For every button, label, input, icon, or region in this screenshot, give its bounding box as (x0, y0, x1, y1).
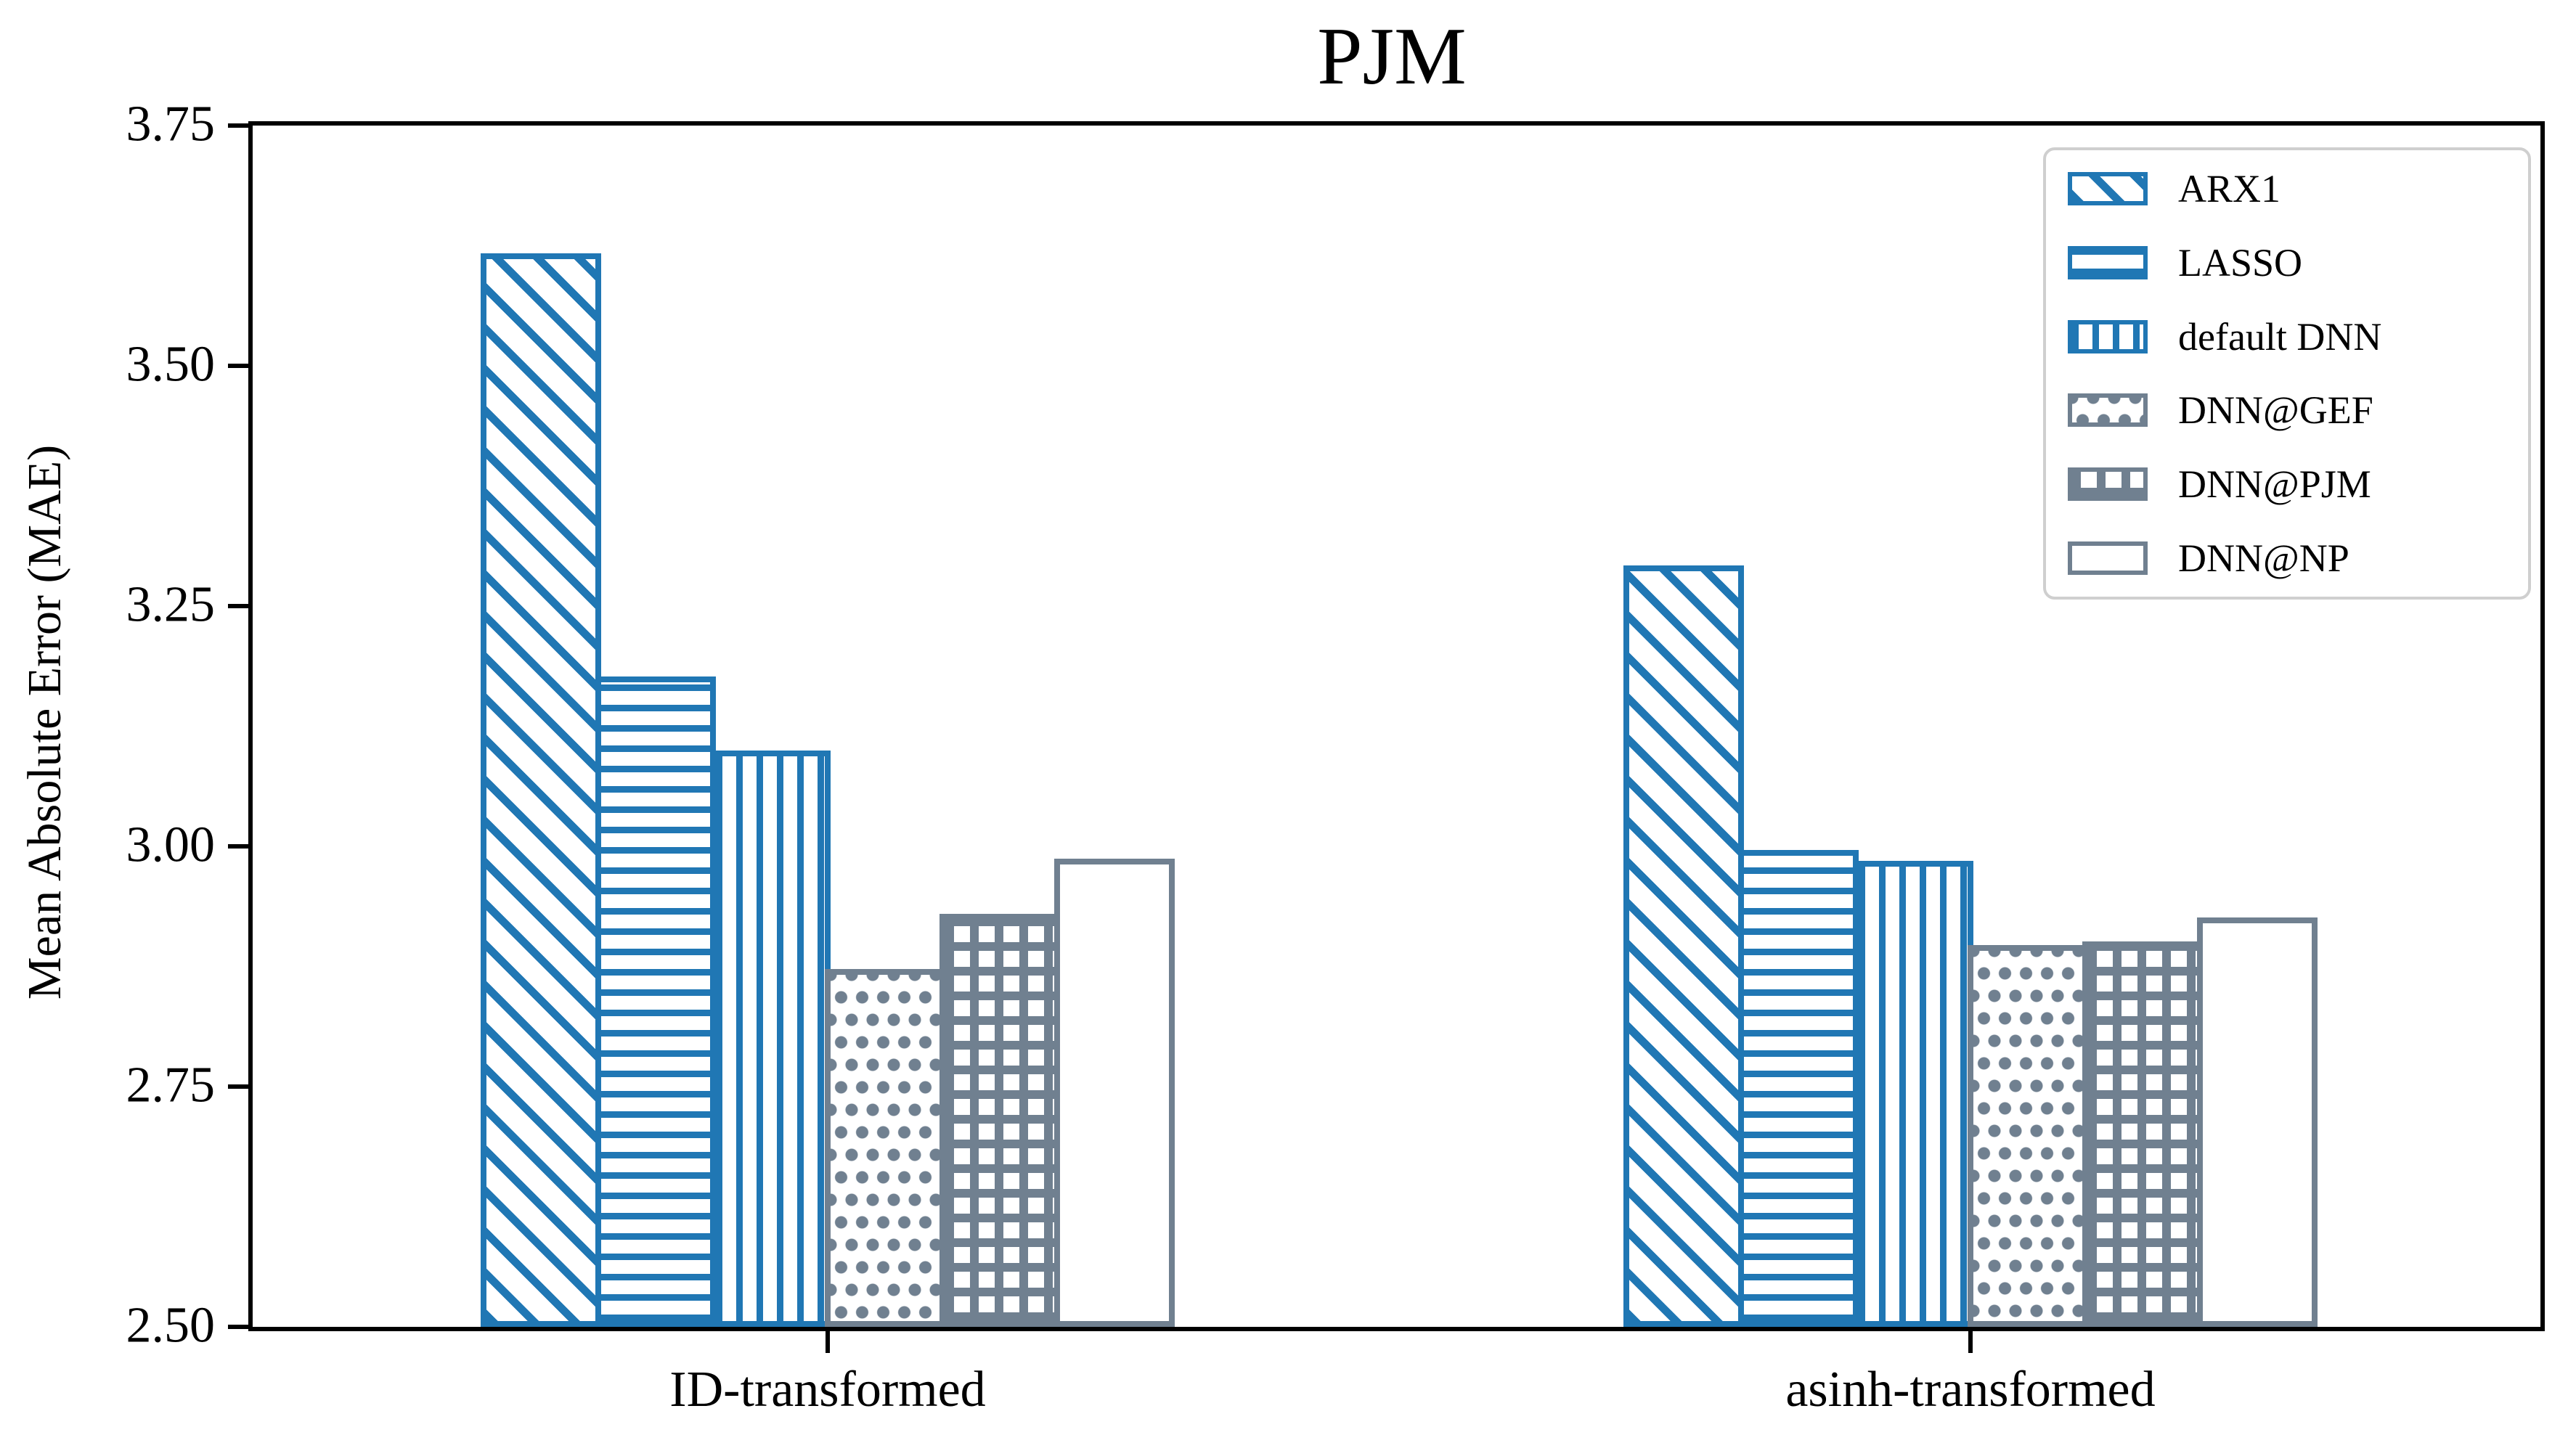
y-tick-label: 3.25 (126, 576, 216, 633)
bar-ARX1-asinh-transformed (1623, 565, 1744, 1327)
y-tick (228, 844, 248, 849)
y-axis-label: Mean Absolute Error (MAE) (18, 444, 71, 1000)
legend-row: DNN@GEF (2068, 391, 2506, 430)
y-tick (228, 1084, 248, 1089)
bar-DNN-NP-asinh-transformed (2196, 917, 2318, 1327)
legend-swatch-LASSO (2068, 245, 2148, 279)
x-tick-label: ID-transformed (669, 1362, 986, 1418)
legend: ARX1 LASSO default DNN DNN@GEF DNN@PJM DNN@NP (2043, 147, 2531, 600)
legend-swatch-DNN-NP (2068, 541, 2148, 575)
y-tick-label: 3.50 (126, 336, 216, 393)
y-tick-label: 3.75 (126, 96, 216, 152)
bar-DNN-GEF-asinh-transformed (1967, 945, 2088, 1327)
legend-swatch-DNN-GEF (2068, 393, 2148, 428)
x-tick (1968, 1331, 1973, 1353)
y-tick (228, 364, 248, 368)
legend-row: ARX1 (2068, 169, 2506, 208)
legend-swatch-default-DNN (2068, 319, 2148, 353)
chart-title: PJM (1317, 12, 1467, 102)
y-tick-label: 2.75 (126, 1057, 216, 1113)
x-tick-label: asinh-transformed (1785, 1362, 2156, 1418)
y-tick-label: 3.00 (126, 817, 216, 873)
plot-area: 2.50 2.75 3.00 3.25 3.50 3.75 ID-transformed as… (126, 99, 2545, 1415)
legend-row: default DNN (2068, 317, 2506, 356)
bar-DNN-PJM-asinh-transformed (2082, 941, 2203, 1327)
legend-label: LASSO (2178, 240, 2303, 285)
bar-DNN-GEF-ID-transformed (824, 969, 945, 1327)
x-tick (825, 1331, 830, 1353)
bar-LASSO-ID-transformed (595, 676, 716, 1327)
legend-row: DNN@PJM (2068, 465, 2506, 504)
legend-row: LASSO (2068, 243, 2506, 282)
legend-label: DNN@GEF (2178, 388, 2373, 433)
legend-label: ARX1 (2178, 167, 2281, 210)
bar-DNN-NP-ID-transformed (1053, 859, 1175, 1327)
bar-DNN-PJM-ID-transformed (939, 913, 1060, 1327)
y-tick (228, 604, 248, 608)
bar-LASSO-asinh-transformed (1737, 850, 1859, 1327)
y-tick (228, 1325, 248, 1329)
legend-swatch-ARX1 (2068, 172, 2148, 205)
bar-default-DNN-asinh-transformed (1852, 860, 1973, 1327)
bar-default-DNN-ID-transformed (709, 750, 831, 1327)
bar-ARX1-ID-transformed (480, 253, 601, 1327)
legend-row: DNN@NP (2068, 539, 2506, 578)
legend-label: DNN@PJM (2178, 462, 2371, 507)
legend-label: DNN@NP (2178, 536, 2349, 580)
legend-label: default DNN (2178, 314, 2382, 359)
y-tick-label: 2.50 (126, 1297, 216, 1354)
legend-swatch-DNN-PJM (2068, 467, 2148, 502)
y-tick (228, 123, 248, 128)
